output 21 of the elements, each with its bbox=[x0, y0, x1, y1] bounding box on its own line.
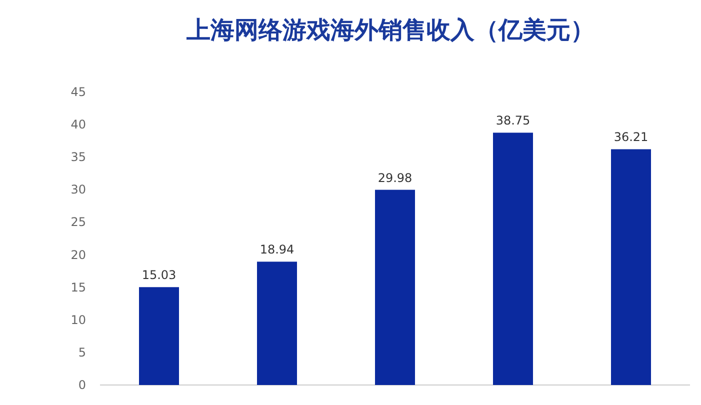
data-label: 15.03 bbox=[142, 268, 176, 282]
y-tick-label: 25 bbox=[70, 215, 86, 230]
bar bbox=[375, 190, 415, 385]
y-tick-label: 45 bbox=[70, 85, 86, 99]
bar bbox=[611, 149, 651, 385]
y-tick-label: 40 bbox=[70, 118, 86, 132]
data-label: 36.21 bbox=[614, 130, 648, 144]
bar bbox=[139, 287, 179, 385]
y-tick-label: 5 bbox=[78, 345, 86, 360]
y-tick-label: 30 bbox=[70, 182, 86, 197]
data-label: 29.98 bbox=[378, 170, 412, 185]
y-tick-label: 20 bbox=[70, 248, 86, 262]
chart-title: 上海网络游戏海外销售收入（亿美元） bbox=[186, 16, 594, 44]
bar bbox=[493, 132, 533, 385]
y-tick-label: 0 bbox=[78, 378, 86, 392]
data-label: 38.75 bbox=[496, 114, 530, 128]
data-label: 18.94 bbox=[260, 242, 294, 257]
y-tick-label: 10 bbox=[70, 312, 86, 327]
y-tick-label: 15 bbox=[70, 280, 86, 294]
bar bbox=[257, 262, 297, 385]
y-tick-label: 35 bbox=[70, 150, 86, 164]
